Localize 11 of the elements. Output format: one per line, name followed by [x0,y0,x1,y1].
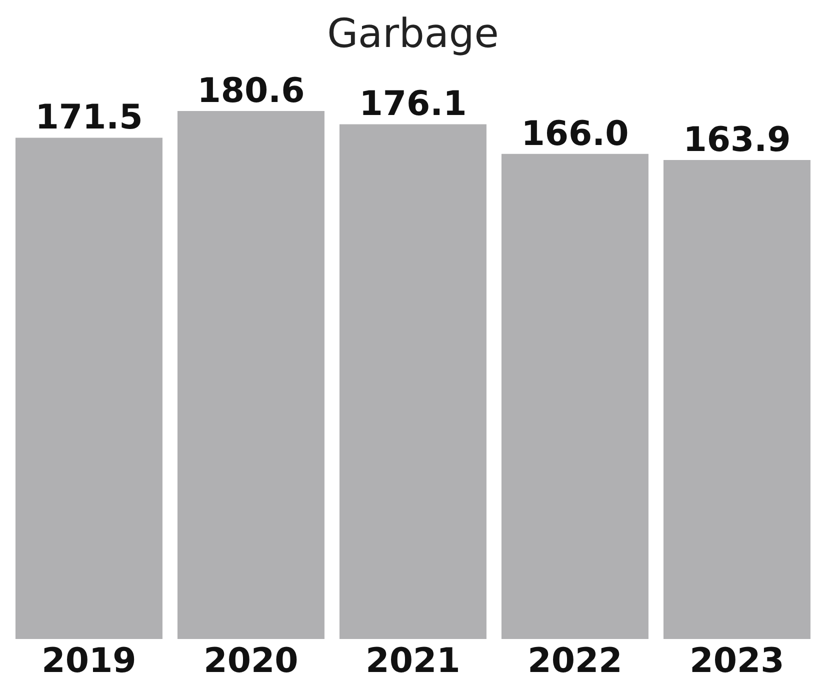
data-label: 176.1 [359,84,467,124]
x-tick-label: 2021 [366,641,460,682]
data-label: 180.6 [197,71,305,111]
x-tick-label: 2019 [42,641,136,682]
data-label: 171.5 [35,98,143,138]
x-tick-label: 2023 [690,641,784,682]
chart-title: Garbage [326,10,500,59]
x-tick-label: 2020 [204,641,298,682]
data-label: 166.0 [521,114,629,154]
x-tick-label: 2022 [528,641,622,682]
data-label: 163.9 [683,120,791,160]
